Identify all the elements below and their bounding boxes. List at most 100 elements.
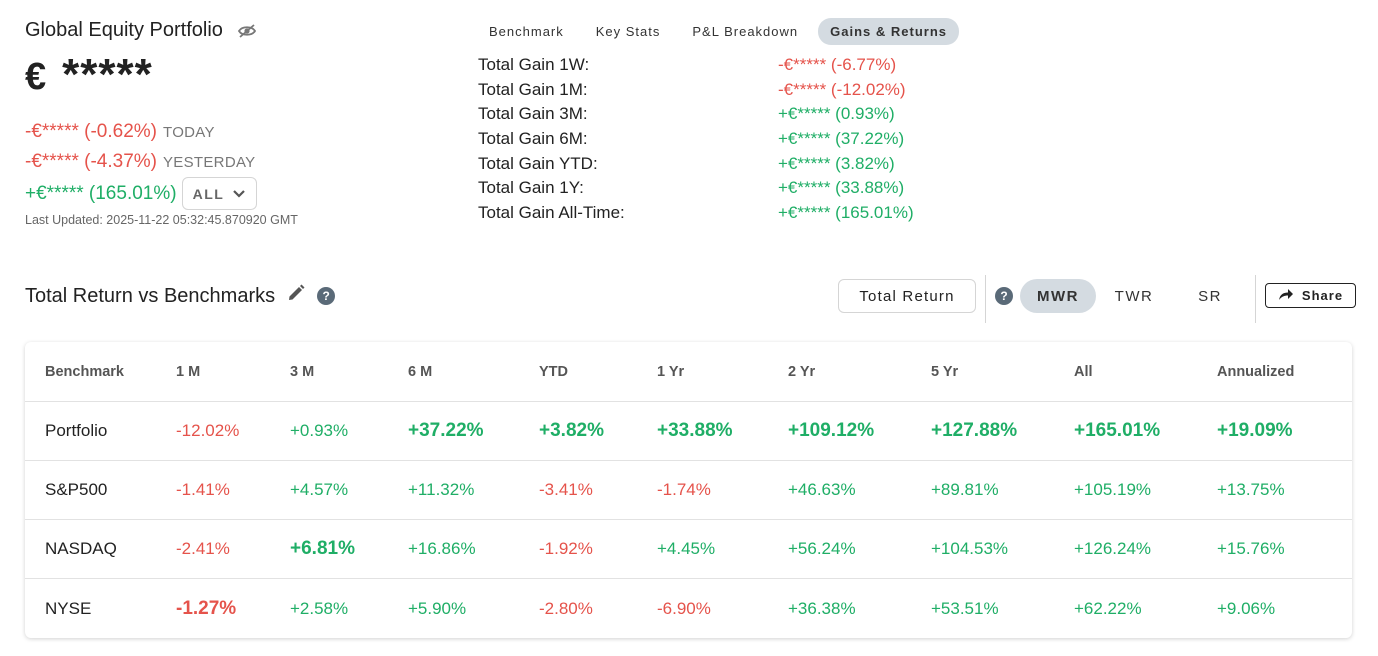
return-cell: -1.92% <box>539 539 593 558</box>
column-header[interactable]: 1 Yr <box>657 363 685 380</box>
return-cell: +37.22% <box>408 420 484 441</box>
balance-value: ***** <box>62 50 153 99</box>
gain-label: Total Gain 1M: <box>478 79 588 99</box>
return-cell: -6.90% <box>657 598 711 618</box>
benchmark-table: Benchmark 1 M 3 M 6 M YTD 1 Yr 2 Yr 5 Yr All Annu… <box>25 342 1352 638</box>
total-return-button[interactable]: Total Return <box>838 279 976 313</box>
question-icon[interactable]: ? <box>317 287 336 305</box>
return-cell: -2.41% <box>176 539 230 558</box>
tab-gains-returns[interactable]: Gains & Returns <box>818 18 959 45</box>
return-cell: +126.24% <box>1074 539 1152 558</box>
currency-symbol: € <box>25 56 47 98</box>
return-cell: +4.45% <box>657 539 716 558</box>
share-arrow-icon <box>1278 288 1294 304</box>
table-header-row: Benchmark 1 M 3 M 6 M YTD 1 Yr 2 Yr 5 Yr All Annu… <box>25 342 1352 402</box>
pencil-icon[interactable] <box>287 284 305 308</box>
return-cell: +0.93% <box>290 421 349 440</box>
return-cell: +3.82% <box>539 420 604 441</box>
return-cell: +13.75% <box>1217 480 1285 499</box>
return-cell: -1.74% <box>657 480 711 499</box>
tab-benchmark[interactable]: Benchmark <box>489 24 564 39</box>
gain-value: -€***** (-12.02%) <box>778 79 906 99</box>
return-cell: +165.01% <box>1074 420 1161 441</box>
return-cell: -12.02% <box>176 421 240 440</box>
change-value: -€***** (-4.37%) <box>25 151 157 172</box>
return-cell: +62.22% <box>1074 598 1142 618</box>
return-cell: -1.41% <box>176 480 230 499</box>
return-cell: +2.58% <box>290 598 349 618</box>
change-value: -€***** (-0.62%) <box>25 121 157 142</box>
table-body: Portfolio -12.02% +0.93% +37.22% +3.82% +33.8… <box>25 402 1352 638</box>
tab-key-stats[interactable]: Key Stats <box>595 24 661 39</box>
return-cell: +104.53% <box>931 539 1009 558</box>
change-label: YESTERDAY <box>163 153 256 171</box>
portfolio-balance: € ***** <box>25 50 153 100</box>
return-cell: -3.41% <box>539 480 593 499</box>
return-cell: -1.27% <box>176 597 237 619</box>
gain-label: Total Gain 1Y: <box>478 178 584 198</box>
gain-label: Total Gain All-Time: <box>478 203 625 223</box>
section-title: Total Return vs Benchmarks <box>25 284 276 307</box>
return-cell: +15.76% <box>1217 539 1285 558</box>
return-cell: +33.88% <box>657 420 733 441</box>
share-button[interactable]: Share <box>1265 283 1356 308</box>
return-cell: +109.12% <box>788 420 875 441</box>
method-twr-button[interactable]: TWR <box>1114 287 1154 305</box>
return-cell: +9.06% <box>1217 598 1276 618</box>
gain-label: Total Gain 1W: <box>478 55 590 74</box>
column-header[interactable]: 6 M <box>408 363 433 380</box>
view-tabs: Benchmark Key Stats P&L Breakdown Gains … <box>477 18 959 45</box>
column-header[interactable]: 3 M <box>290 363 315 380</box>
share-label: Share <box>1301 288 1344 303</box>
divider <box>1255 275 1256 323</box>
last-updated: Last Updated: 2025-11-22 05:32:45.870920… <box>25 213 298 227</box>
question-icon[interactable]: ? <box>995 287 1013 305</box>
gain-value: +€***** (37.22%) <box>778 129 905 149</box>
table-row: NASDAQ -2.41% +6.81% +16.86% -1.92% +4.45% +56… <box>25 520 1352 579</box>
gain-value: +€***** (165.01%) <box>778 203 914 223</box>
gain-value: +€***** (0.93%) <box>778 104 895 124</box>
return-cell: +53.51% <box>931 598 999 618</box>
change-label: TODAY <box>163 123 215 141</box>
return-cell: +56.24% <box>788 539 856 558</box>
return-cell: +19.09% <box>1217 420 1293 441</box>
period-select[interactable]: ALL <box>181 177 258 210</box>
column-header[interactable]: Annualized <box>1217 363 1295 380</box>
column-header[interactable]: 1 M <box>176 363 201 380</box>
gain-label: Total Gain YTD: <box>478 153 598 173</box>
benchmark-name: Portfolio <box>45 421 108 440</box>
column-header[interactable]: 2 Yr <box>788 363 816 380</box>
method-mwr-button[interactable]: MWR <box>1020 279 1096 313</box>
column-header[interactable]: YTD <box>539 363 568 380</box>
page-title: Global Equity Portfolio <box>25 19 223 41</box>
return-cell: +36.38% <box>788 598 856 618</box>
return-cell: -2.80% <box>539 598 593 618</box>
table-row: Portfolio -12.02% +0.93% +37.22% +3.82% +33.8… <box>25 402 1352 461</box>
portfolio-header: Global Equity Portfolio <box>25 19 257 42</box>
chevron-down-icon <box>232 186 246 202</box>
column-header[interactable]: 5 Yr <box>931 363 959 380</box>
gain-value: +€***** (33.88%) <box>778 178 905 198</box>
gain-value: +€***** (3.82%) <box>778 153 895 173</box>
change-today: -€***** (-0.62%) TODAY <box>25 121 215 143</box>
method-sr-button[interactable]: SR <box>1198 287 1222 305</box>
gain-value: -€***** (-6.77%) <box>778 55 897 74</box>
tab-pl-breakdown[interactable]: P&L Breakdown <box>692 24 799 39</box>
change-value: +€***** (165.01%) <box>25 182 177 204</box>
column-header[interactable]: All <box>1074 363 1093 380</box>
benchmark-name: NASDAQ <box>45 539 117 558</box>
benchmark-name: NYSE <box>45 598 92 618</box>
return-cell: +105.19% <box>1074 480 1152 499</box>
return-cell: +127.88% <box>931 420 1018 441</box>
eye-off-icon[interactable] <box>237 23 257 39</box>
change-period: +€***** (165.01%) ALL <box>25 177 258 210</box>
table-row: NYSE -1.27% +2.58% +5.90% -2.80% -6.90% +36.38… <box>25 579 1352 638</box>
column-header[interactable]: Benchmark <box>45 363 124 380</box>
return-cell: +6.81% <box>290 538 355 559</box>
gain-label: Total Gain 3M: <box>478 104 588 124</box>
benchmark-name: S&P500 <box>45 480 108 499</box>
return-cell: +16.86% <box>408 539 476 558</box>
return-method-toggle: MWR TWR SR <box>1020 279 1248 313</box>
change-yesterday: -€***** (-4.37%) YESTERDAY <box>25 151 255 173</box>
return-cell: +11.32% <box>408 480 475 499</box>
